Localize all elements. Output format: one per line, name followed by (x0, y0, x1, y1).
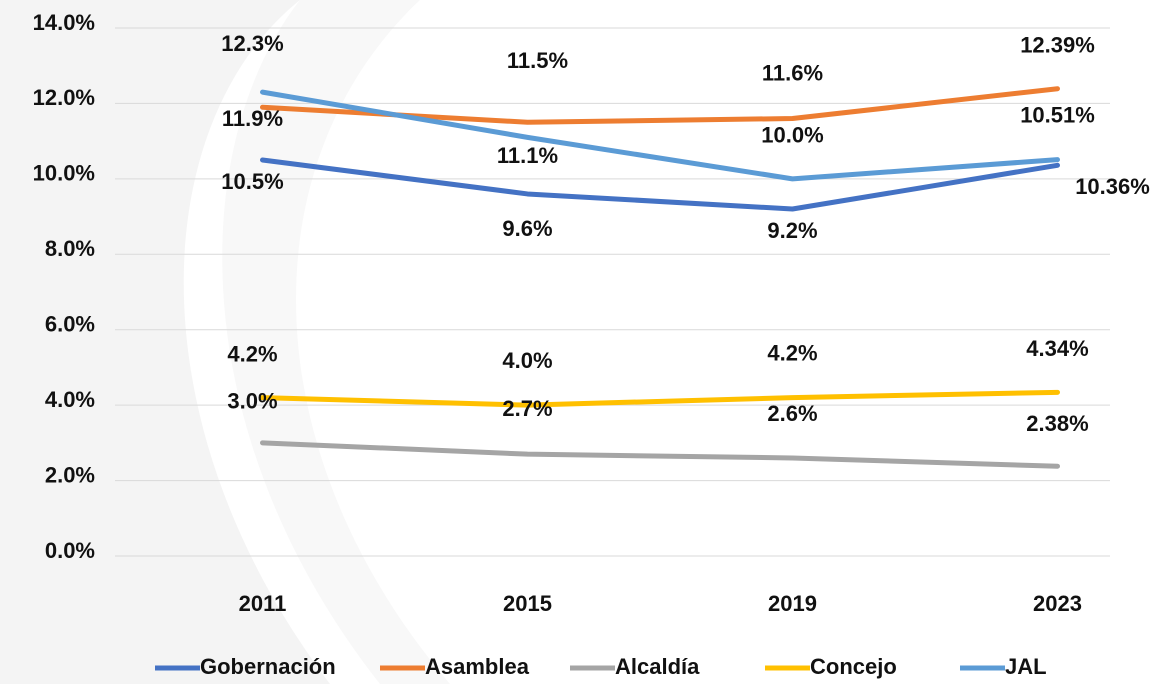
data-label: 12.3% (221, 31, 283, 56)
legend-label: Alcaldía (615, 654, 700, 679)
data-label: 10.51% (1020, 102, 1095, 127)
legend-label: Asamblea (425, 654, 530, 679)
data-label: 9.2% (767, 218, 817, 243)
series-line (260, 389, 1060, 408)
legend-label: JAL (1005, 654, 1047, 679)
x-tick-label: 2019 (768, 591, 817, 616)
y-tick-label: 0.0% (45, 538, 95, 563)
y-tick-label: 6.0% (45, 312, 95, 337)
data-label: 4.2% (767, 340, 817, 365)
y-tick-label: 8.0% (45, 236, 95, 261)
y-tick-label: 14.0% (33, 10, 95, 35)
y-tick-label: 10.0% (33, 161, 95, 186)
y-tick-label: 2.0% (45, 462, 95, 487)
data-label: 9.6% (502, 216, 552, 241)
data-label: 3.0% (227, 389, 277, 414)
data-label: 4.34% (1026, 336, 1088, 361)
legend-label: Concejo (810, 654, 897, 679)
data-label: 12.39% (1020, 33, 1095, 58)
y-tick-label: 12.0% (33, 85, 95, 110)
x-tick-label: 2011 (239, 591, 287, 616)
series-line (260, 157, 1060, 212)
data-label: 10.5% (221, 169, 283, 194)
legend-label: Gobernación (200, 654, 336, 679)
data-label: 11.9% (222, 106, 283, 131)
x-tick-label: 2015 (503, 591, 552, 616)
series-line (260, 89, 1060, 182)
data-label: 4.2% (227, 341, 277, 366)
data-label: 4.0% (502, 348, 552, 373)
background-decoration (222, 0, 450, 684)
series-line (260, 86, 1060, 125)
data-label: 10.36% (1075, 174, 1150, 199)
data-label: 2.6% (767, 401, 817, 426)
data-label: 2.38% (1026, 411, 1088, 436)
y-tick-label: 4.0% (45, 387, 95, 412)
background-decoration (0, 0, 330, 684)
data-label: 10.0% (761, 123, 823, 148)
data-label: 11.6% (762, 60, 823, 85)
data-label: 2.7% (502, 396, 552, 421)
data-label: 11.1% (497, 143, 558, 168)
x-tick-label: 2023 (1033, 591, 1082, 616)
data-label: 11.5% (507, 48, 568, 73)
series-line (260, 440, 1060, 469)
